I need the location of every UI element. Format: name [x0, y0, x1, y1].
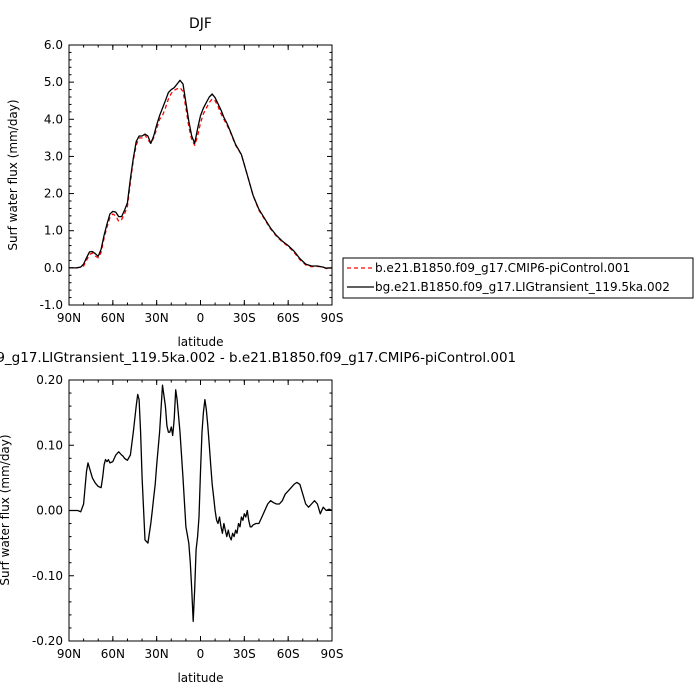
top-x-tick-label: 60N	[101, 311, 125, 325]
legend-label-ligtransient: bg.e21.B1850.f09_g17.LIGtransient_119.5k…	[375, 280, 670, 294]
legend-label-picontrol: b.e21.B1850.f09_g17.CMIP6-piControl.001	[375, 261, 630, 275]
bottom-series-line-0	[69, 384, 333, 623]
bottom-x-tick-label: 60S	[277, 647, 300, 661]
top-y-tick-label: 3.0	[44, 149, 63, 163]
top-x-tick-label: 0	[197, 311, 205, 325]
top-title: DJF	[189, 16, 212, 32]
top-axes: 90N 60N 30N 0 30S 60S 90S -1.0 0.0 1.0 2.0 3.0 4.0 5.…	[40, 38, 344, 325]
top-y-tick-label: 6.0	[44, 38, 63, 52]
top-y-tick-label: 4.0	[44, 112, 63, 126]
top-x-tick-label: 90S	[321, 311, 344, 325]
bottom-x-tick-label: 60N	[101, 647, 125, 661]
bottom-curves	[69, 384, 333, 623]
top-y-tick-label: 0.0	[44, 261, 63, 275]
legend: b.e21.B1850.f09_g17.CMIP6-piControl.001 …	[342, 257, 694, 299]
bottom-plot-frame	[68, 379, 333, 642]
top-series-line-1	[69, 79, 333, 269]
bottom-x-tick-label: 90S	[321, 647, 344, 661]
top-plot-frame	[68, 44, 333, 306]
top-y-tick-label: 2.0	[44, 187, 63, 201]
top-panel: DJF 90N 60N 30N 0 30S 60S 90S -1.0 0.0 1.0 2.0 3.0 4…	[6, 16, 343, 349]
bottom-x-tick-label: 0	[197, 647, 205, 661]
bottom-x-axis-label: latitude	[177, 671, 223, 685]
top-y-tick-label: 1.0	[44, 224, 63, 238]
bottom-y-tick-label: -0.20	[32, 634, 63, 648]
top-y-tick-label: -1.0	[40, 298, 63, 312]
top-y-tick-label: 5.0	[44, 75, 63, 89]
bottom-y-tick-label: 0.10	[36, 438, 63, 452]
bottom-y-tick-label: 0.20	[36, 373, 63, 387]
top-x-tick-label: 60S	[277, 311, 300, 325]
bottom-y-axis-label: Surf water flux (mm/day)	[0, 434, 12, 585]
top-y-axis-label: Surf water flux (mm/day)	[6, 99, 20, 250]
bottom-y-tick-label: 0.00	[36, 504, 63, 518]
top-curves	[69, 79, 333, 270]
top-x-axis-label: latitude	[177, 335, 223, 349]
top-x-tick-label: 90N	[57, 311, 81, 325]
bottom-panel: bg.e21.B1850.f09_g17.LIGtransient_119.5k…	[0, 350, 516, 685]
legend-box	[342, 257, 694, 299]
bottom-axes: 90N 60N 30N 0 30S 60S 90S -0.20 -0.10 0.00 0.10 0.2…	[32, 373, 344, 661]
bottom-x-tick-label: 30S	[233, 647, 256, 661]
top-series-line-0	[69, 87, 333, 270]
top-x-tick-label: 30N	[145, 311, 169, 325]
bottom-y-tick-label: -0.10	[32, 569, 63, 583]
bottom-x-tick-label: 90N	[57, 647, 81, 661]
bottom-x-tick-label: 30N	[145, 647, 169, 661]
bottom-title: bg.e21.B1850.f09_g17.LIGtransient_119.5k…	[0, 350, 516, 366]
top-x-tick-label: 30S	[233, 311, 256, 325]
